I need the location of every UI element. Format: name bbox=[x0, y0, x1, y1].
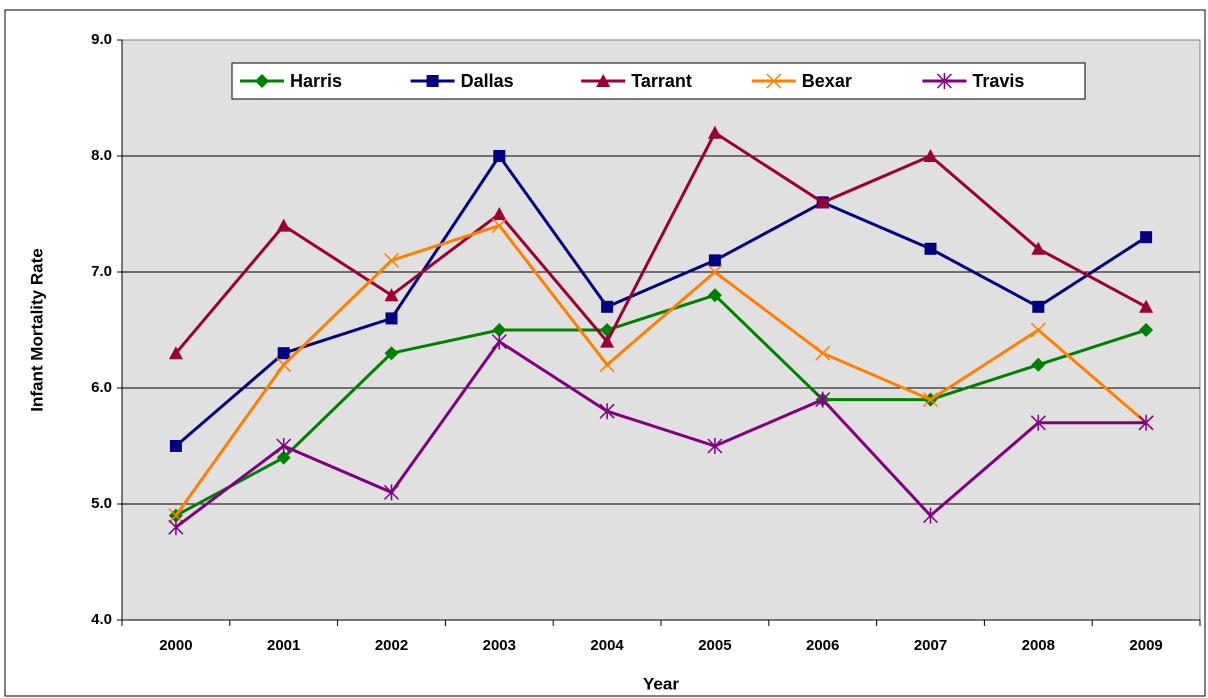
x-axis-label: Year bbox=[643, 674, 679, 693]
marker bbox=[936, 73, 952, 89]
marker bbox=[815, 195, 830, 209]
y-tick-label: 4.0 bbox=[91, 611, 112, 628]
marker bbox=[1032, 300, 1045, 313]
marker bbox=[766, 73, 782, 89]
x-tick-label: 2009 bbox=[1129, 637, 1162, 654]
y-tick-label: 7.0 bbox=[91, 263, 112, 280]
marker bbox=[491, 218, 507, 234]
x-tick-label: 2000 bbox=[159, 637, 192, 654]
series-line bbox=[174, 153, 1147, 448]
y-tick-label: 8.0 bbox=[91, 147, 112, 164]
y-tick-label: 9.0 bbox=[91, 31, 112, 48]
marker bbox=[601, 300, 614, 313]
marker bbox=[384, 288, 399, 302]
x-tick-label: 2003 bbox=[483, 637, 516, 654]
marker bbox=[922, 392, 939, 408]
x-tick-label: 2004 bbox=[590, 637, 624, 654]
marker bbox=[599, 357, 615, 373]
series-line bbox=[174, 130, 1147, 355]
y-tick-label: 6.0 bbox=[91, 379, 112, 396]
legend-label: Travis bbox=[972, 71, 1024, 91]
marker bbox=[1140, 231, 1153, 244]
marker bbox=[492, 207, 507, 220]
marker bbox=[815, 391, 831, 408]
marker bbox=[276, 450, 291, 465]
legend: Harris Dallas Tarrant Bexar Travis bbox=[231, 62, 1086, 100]
x-tick-label: 2006 bbox=[806, 637, 839, 654]
x-tick-label: 2008 bbox=[1022, 637, 1055, 654]
marker bbox=[276, 218, 291, 232]
marker bbox=[277, 347, 290, 360]
marker bbox=[168, 346, 183, 360]
marker bbox=[922, 507, 939, 524]
marker bbox=[255, 74, 269, 88]
marker bbox=[1139, 323, 1154, 337]
marker bbox=[1030, 322, 1046, 338]
marker bbox=[923, 149, 938, 162]
marker bbox=[815, 345, 831, 361]
marker bbox=[492, 323, 507, 337]
legend-label: Bexar bbox=[802, 71, 852, 91]
marker bbox=[1030, 414, 1046, 431]
marker bbox=[276, 438, 292, 454]
series-line bbox=[175, 293, 1147, 517]
marker bbox=[707, 438, 723, 454]
marker bbox=[491, 333, 507, 350]
marker bbox=[168, 519, 184, 536]
marker bbox=[596, 74, 611, 87]
marker bbox=[924, 242, 937, 255]
marker bbox=[384, 346, 399, 361]
x-tick-label: 2001 bbox=[267, 637, 300, 654]
marker bbox=[1031, 357, 1046, 372]
x-tick-label: 2007 bbox=[914, 637, 947, 654]
series-line bbox=[174, 339, 1147, 529]
marker bbox=[708, 254, 721, 267]
marker bbox=[383, 484, 400, 501]
legend-label: Harris bbox=[290, 71, 342, 91]
marker bbox=[426, 75, 439, 87]
marker bbox=[169, 440, 182, 452]
legend-label: Tarrant bbox=[631, 71, 692, 91]
marker bbox=[168, 508, 184, 524]
marker bbox=[707, 264, 723, 280]
marker bbox=[600, 334, 615, 348]
marker bbox=[383, 252, 400, 268]
marker bbox=[707, 288, 722, 303]
marker bbox=[385, 312, 398, 325]
marker bbox=[276, 357, 292, 373]
marker bbox=[493, 150, 506, 162]
plot-area bbox=[121, 39, 1201, 621]
marker bbox=[1031, 241, 1046, 255]
marker bbox=[707, 125, 722, 139]
x-tick-label: 2005 bbox=[698, 637, 731, 654]
marker bbox=[599, 403, 615, 420]
marker bbox=[1138, 414, 1154, 431]
marker bbox=[1139, 299, 1154, 313]
series-line bbox=[174, 223, 1148, 517]
y-tick-label: 5.0 bbox=[91, 495, 112, 512]
y-axis-label: Infant Mortality Rate bbox=[27, 248, 46, 411]
legend-label: Dallas bbox=[461, 71, 514, 91]
x-tick-label: 2002 bbox=[375, 637, 408, 654]
